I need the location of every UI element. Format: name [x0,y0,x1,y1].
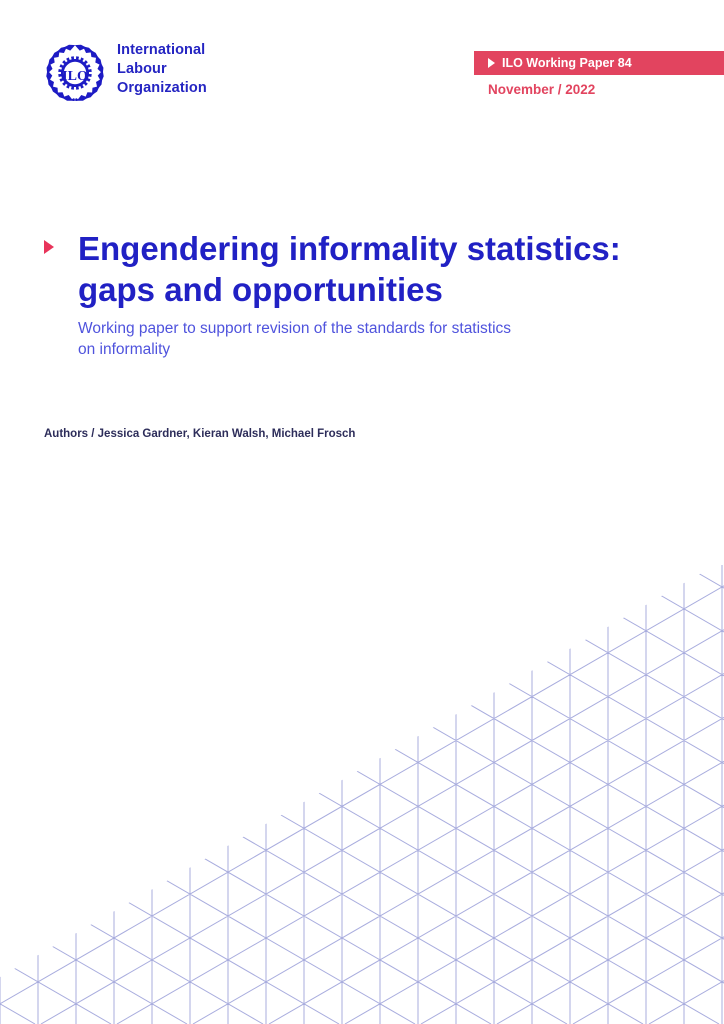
svg-text:ILO: ILO [62,69,88,84]
